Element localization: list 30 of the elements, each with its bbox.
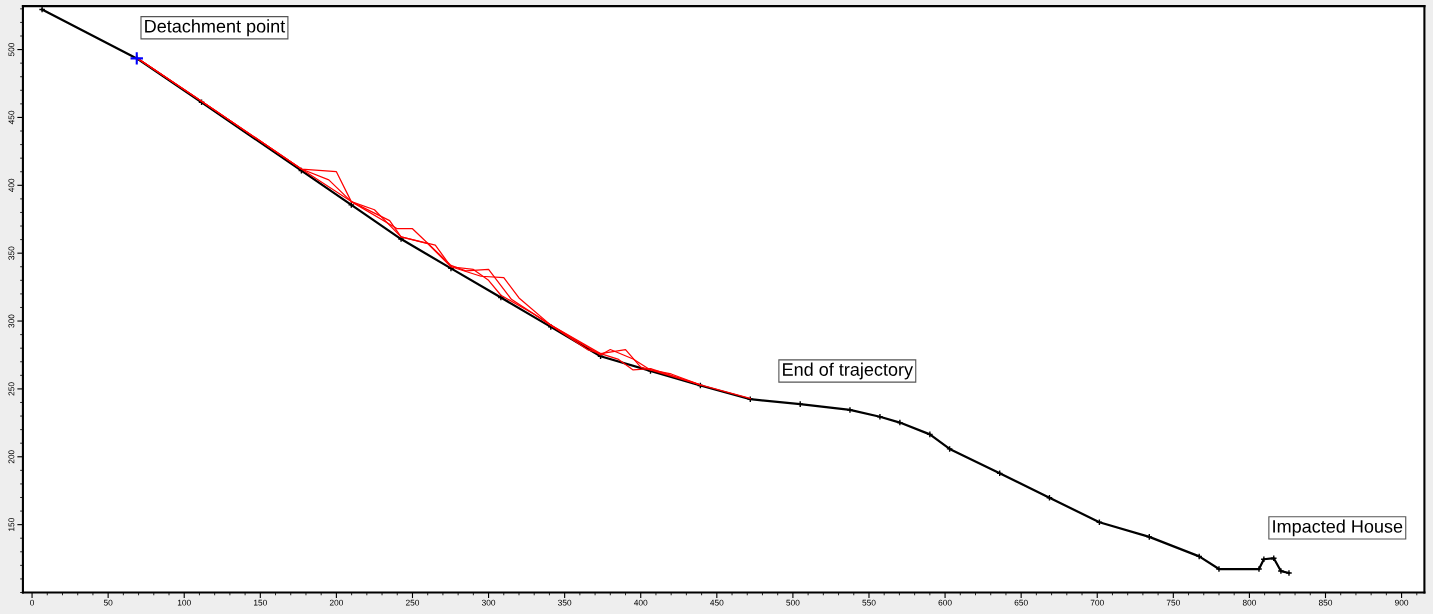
x-tick-label: 0 bbox=[30, 599, 35, 606]
y-tick-label: 500 bbox=[8, 42, 15, 57]
y-tick-label: 400 bbox=[8, 178, 15, 193]
x-tick-label: 800 bbox=[1242, 599, 1257, 606]
x-tick-label: 150 bbox=[254, 599, 267, 606]
x-tick-label: 450 bbox=[710, 599, 724, 606]
y-tick-label: 450 bbox=[8, 110, 15, 125]
x-tick-label: 300 bbox=[481, 599, 496, 606]
x-tick-label: 600 bbox=[938, 599, 952, 606]
x-tick-label: 750 bbox=[1166, 599, 1180, 606]
annotation: Impacted House bbox=[1273, 519, 1403, 537]
y-tick-label: 150 bbox=[8, 518, 15, 531]
annotation: End of trajectory bbox=[783, 362, 914, 380]
x-tick-label: 350 bbox=[558, 599, 572, 606]
x-tick-label: 900 bbox=[1395, 599, 1409, 606]
x-tick-label: 650 bbox=[1014, 599, 1028, 606]
x-tick-label: 500 bbox=[786, 599, 800, 606]
x-tick-label: 400 bbox=[633, 599, 648, 606]
x-tick-label: 100 bbox=[177, 599, 191, 606]
x-tick-label: 50 bbox=[103, 599, 113, 606]
y-tick-label: 350 bbox=[8, 246, 15, 260]
x-tick-label: 550 bbox=[862, 599, 876, 606]
x-tick-label: 850 bbox=[1318, 599, 1333, 606]
y-tick-label: 250 bbox=[8, 382, 15, 396]
x-tick-label: 200 bbox=[329, 599, 344, 606]
annotation: Detachment point bbox=[145, 19, 286, 37]
y-tick-label: 300 bbox=[8, 314, 15, 328]
y-tick-label: 200 bbox=[8, 450, 15, 464]
x-tick-label: 700 bbox=[1090, 599, 1104, 606]
x-tick-label: 250 bbox=[405, 599, 420, 606]
